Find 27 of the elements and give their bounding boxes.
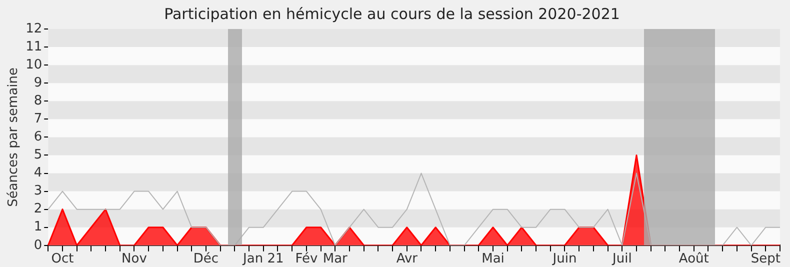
y-tick-label: 3 — [34, 184, 42, 199]
x-tick-label: Août — [678, 252, 709, 267]
y-tick-label: 4 — [34, 166, 42, 181]
y-tick-label: 11 — [26, 39, 42, 54]
x-tick-label: Nov — [122, 252, 148, 267]
y-tick-label: 5 — [34, 148, 42, 163]
y-tick-label: 2 — [34, 202, 42, 217]
x-tick-label: Déc — [193, 252, 219, 267]
y-tick-label: 1 — [34, 220, 42, 235]
y-tick-label: 6 — [34, 130, 42, 145]
x-tick-label: Avr — [396, 252, 418, 267]
y-tick-label: 10 — [26, 57, 42, 72]
x-tick-label: Sept — [750, 252, 780, 267]
y-tick-label: 0 — [34, 238, 42, 253]
x-tick-label: Mar — [322, 252, 348, 267]
y-tick-label: 9 — [34, 75, 42, 90]
x-tick-label: Mai — [482, 252, 504, 267]
x-tick-label: Juin — [552, 252, 577, 267]
x-tick-label: Jan 21 — [242, 252, 284, 267]
chart-title: Participation en hémicycle au cours de la session 2020-2021 — [164, 4, 620, 23]
x-tick-label: Oct — [51, 252, 74, 267]
y-axis-title: Séances par semaine — [6, 67, 22, 207]
y-tick-label: 7 — [34, 112, 42, 127]
y-tick-label: 8 — [34, 94, 42, 109]
y-tick-label: 12 — [26, 21, 42, 36]
x-tick-label: Juil — [612, 252, 632, 267]
x-tick-label: Fév — [295, 252, 318, 267]
